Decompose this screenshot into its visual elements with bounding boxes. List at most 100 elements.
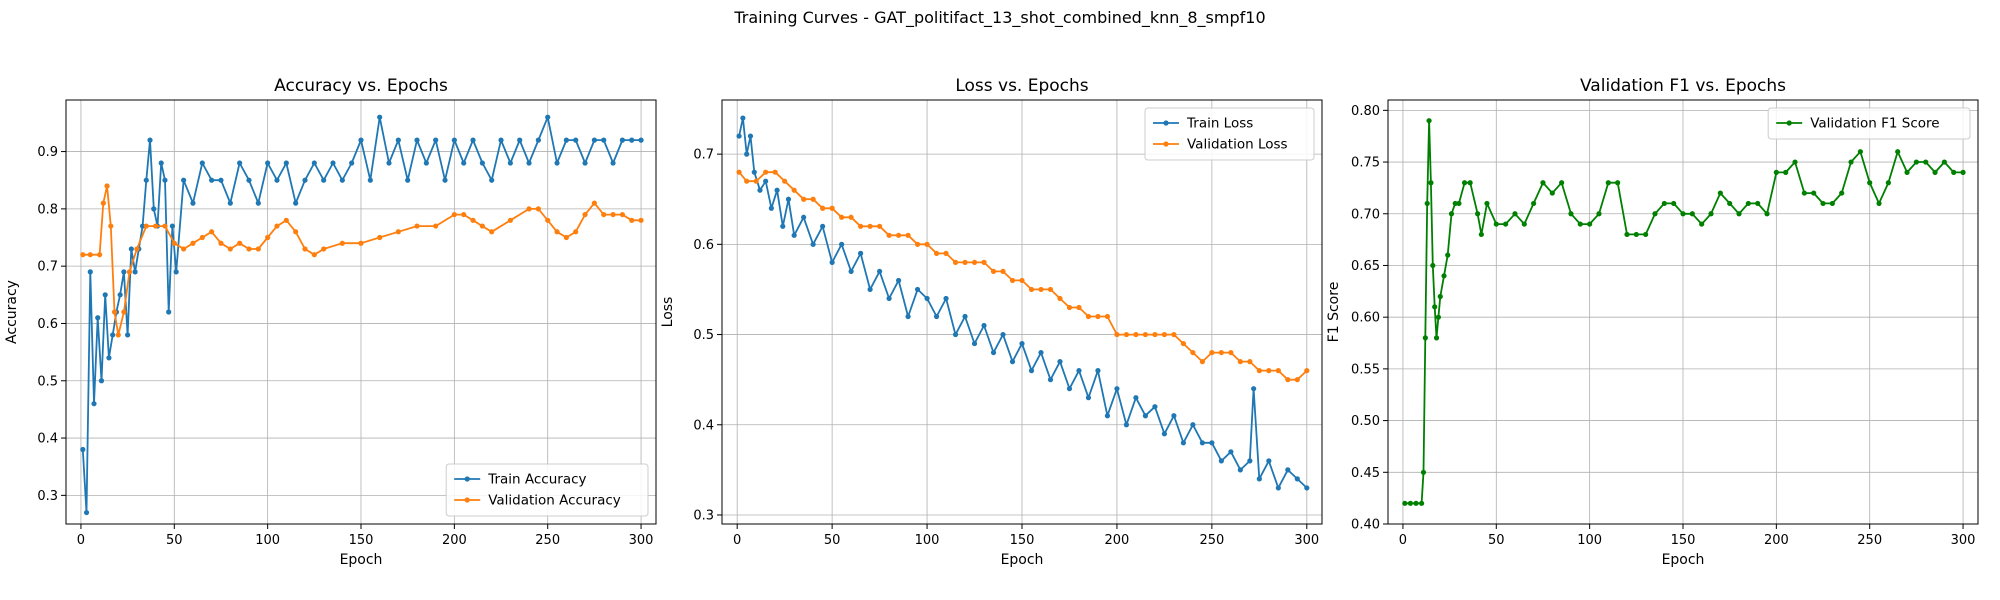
- x-tick-label: 100: [1577, 533, 1602, 548]
- data-point: [190, 200, 196, 206]
- data-point: [143, 177, 149, 183]
- data-point: [1066, 304, 1073, 311]
- data-point: [990, 349, 997, 356]
- x-tick-label: 200: [1105, 533, 1130, 548]
- x-tick-label: 50: [166, 533, 183, 548]
- data-point: [1133, 395, 1139, 401]
- data-point: [753, 178, 759, 184]
- y-tick-label: 0.3: [693, 508, 714, 523]
- y-tick-label: 0.55: [1351, 362, 1380, 377]
- data-point: [886, 295, 892, 302]
- data-point: [1876, 200, 1882, 207]
- data-point: [121, 269, 127, 275]
- x-tick-label: 150: [1671, 533, 1696, 548]
- y-tick-label: 0.8: [37, 202, 58, 217]
- data-point: [563, 234, 569, 241]
- legend-marker: [464, 476, 470, 482]
- data-point: [302, 177, 308, 183]
- x-tick-label: 250: [1857, 533, 1882, 548]
- data-point: [80, 446, 86, 453]
- data-point: [763, 178, 769, 184]
- data-point: [1792, 159, 1798, 165]
- data-point: [1904, 169, 1910, 175]
- y-tick-label: 0.5: [693, 328, 714, 343]
- data-point: [744, 178, 750, 184]
- data-point: [433, 137, 439, 143]
- data-point: [638, 137, 644, 143]
- data-point: [1951, 169, 1957, 175]
- data-point: [971, 259, 978, 265]
- data-point: [209, 229, 215, 235]
- data-point: [1437, 293, 1443, 300]
- data-point: [591, 200, 597, 206]
- data-point: [1727, 200, 1733, 207]
- data-point: [169, 223, 176, 229]
- data-point: [80, 252, 86, 258]
- data-point: [1661, 200, 1667, 207]
- data-point: [498, 137, 504, 143]
- panel-title: Loss vs. Epochs: [955, 76, 1088, 96]
- data-point: [321, 246, 327, 252]
- data-point: [1773, 169, 1779, 175]
- data-point: [848, 214, 854, 220]
- data-point: [126, 269, 133, 275]
- data-point: [1671, 200, 1677, 207]
- data-point: [1559, 180, 1565, 186]
- legend-box: [445, 463, 649, 517]
- legend-label: Validation Loss: [1187, 137, 1288, 153]
- data-point: [1419, 500, 1425, 506]
- data-point: [1913, 159, 1919, 165]
- data-point: [971, 340, 978, 347]
- data-point: [108, 223, 114, 229]
- data-point: [166, 309, 172, 315]
- data-point: [517, 137, 523, 143]
- data-point: [554, 229, 560, 235]
- x-tick-label: 300: [1951, 533, 1976, 548]
- data-point: [751, 169, 757, 175]
- data-point: [339, 177, 345, 183]
- data-point: [134, 246, 140, 252]
- data-point: [740, 115, 746, 121]
- data-point: [143, 223, 149, 229]
- data-point: [115, 332, 121, 338]
- data-point: [1960, 169, 1966, 175]
- data-point: [981, 259, 987, 265]
- accuracy-chart: 0 50 100 150 200 250 300 0.3 0.4 0.5 0.6 0.7 0.8 0.9 A…: [4, 76, 657, 568]
- data-point: [111, 309, 118, 315]
- data-point: [91, 401, 97, 407]
- data-point: [121, 309, 127, 315]
- data-point: [311, 252, 317, 258]
- x-tick-label: 150: [349, 533, 374, 548]
- data-point: [1428, 180, 1434, 186]
- data-point: [1095, 368, 1101, 374]
- data-point: [610, 160, 616, 166]
- data-point: [1028, 286, 1035, 293]
- data-point: [943, 295, 949, 302]
- data-point: [97, 252, 103, 258]
- data-point: [1275, 485, 1281, 491]
- data-point: [158, 160, 164, 166]
- data-point: [1652, 211, 1658, 217]
- data-point: [1019, 277, 1025, 284]
- data-point: [839, 241, 845, 247]
- data-point: [1256, 476, 1262, 482]
- data-point: [1275, 368, 1281, 374]
- data-point: [1285, 467, 1291, 473]
- data-point: [377, 114, 383, 120]
- x-axis-label: Epoch: [340, 552, 383, 568]
- data-point: [1038, 349, 1044, 356]
- y-axis-label: F1 Score: [1326, 282, 1342, 343]
- data-point: [1180, 440, 1186, 446]
- data-point: [1448, 211, 1455, 217]
- data-point: [1209, 349, 1215, 356]
- data-point: [83, 509, 90, 516]
- data-point: [1237, 359, 1243, 365]
- data-point: [1755, 200, 1761, 207]
- data-point: [87, 269, 93, 275]
- data-point: [1857, 149, 1863, 155]
- data-point: [1605, 180, 1611, 186]
- data-point: [414, 137, 420, 143]
- y-axis-label: Accuracy: [4, 280, 20, 344]
- data-point: [1237, 467, 1243, 473]
